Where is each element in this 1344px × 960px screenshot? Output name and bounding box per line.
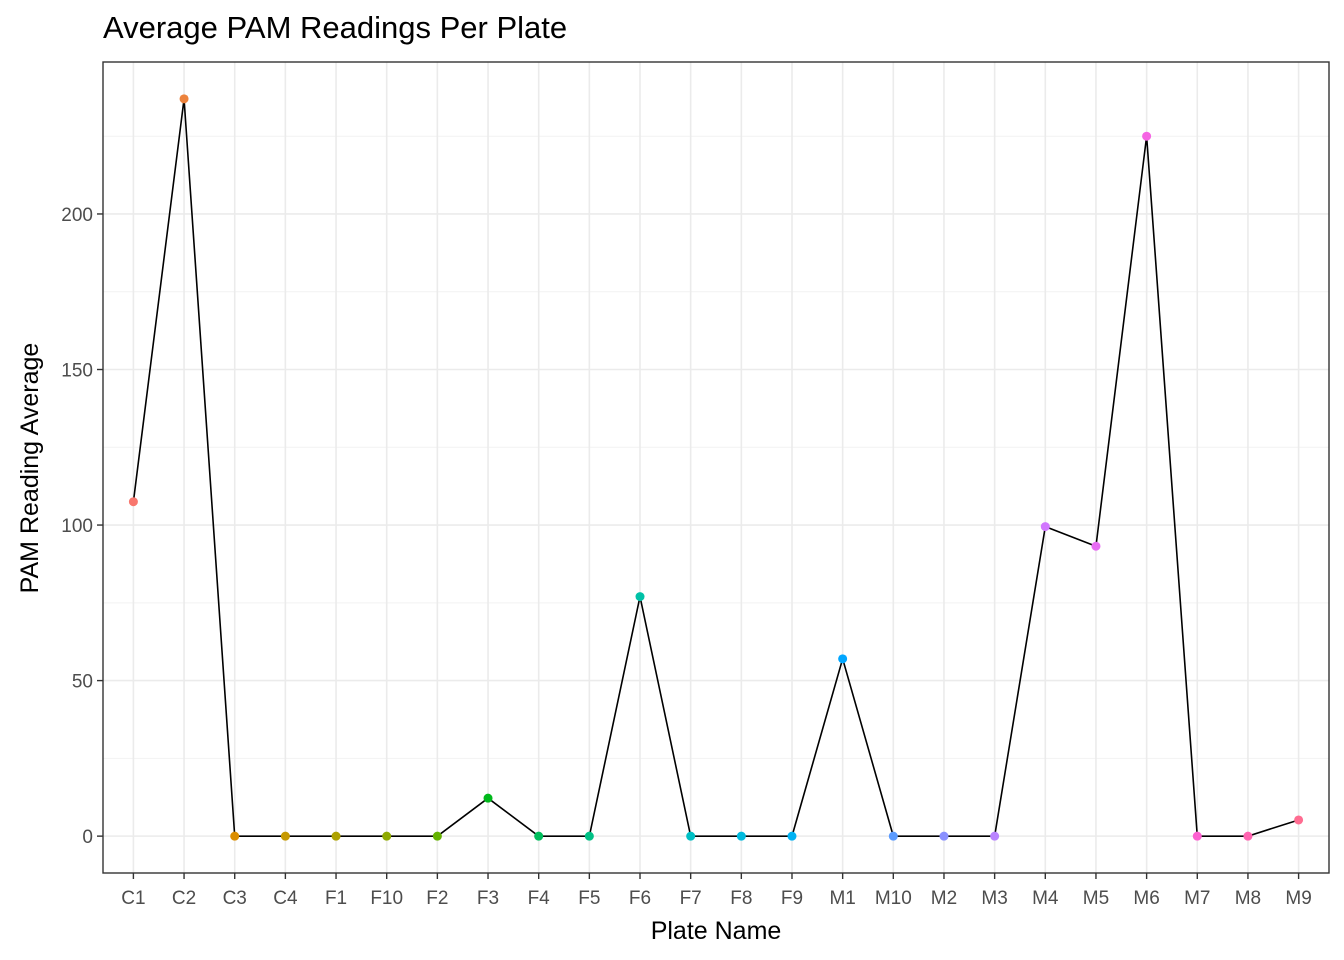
data-point <box>1243 831 1253 841</box>
x-tick-label: M6 <box>1133 888 1159 909</box>
x-tick-label: F1 <box>325 888 347 909</box>
x-tick-label: M4 <box>1032 888 1059 909</box>
data-point <box>888 831 898 841</box>
major-gridlines <box>103 62 1329 873</box>
x-tick-label: M10 <box>875 888 912 909</box>
x-tick-label: C4 <box>273 888 298 909</box>
x-tick-label: C1 <box>121 888 145 909</box>
x-tick-label: M9 <box>1285 888 1311 909</box>
y-tick-label: 200 <box>61 205 93 226</box>
y-tick-label: 50 <box>72 672 93 693</box>
data-point <box>635 592 645 602</box>
data-point <box>179 94 189 104</box>
chart-title: Average PAM Readings Per Plate <box>103 10 568 45</box>
x-tick-label: C2 <box>172 888 196 909</box>
data-point <box>584 831 594 841</box>
data-point <box>736 831 746 841</box>
data-point <box>1142 131 1152 141</box>
data-point <box>483 793 493 803</box>
x-tick-label: M8 <box>1235 888 1261 909</box>
plot-panel-border <box>102 61 1330 874</box>
x-tick-label: F4 <box>528 888 551 909</box>
x-tick-label: M1 <box>829 888 855 909</box>
y-tick-label: 0 <box>82 827 93 848</box>
x-tick-label: F5 <box>578 888 600 909</box>
data-point <box>534 831 544 841</box>
data-point <box>1192 831 1202 841</box>
series-line <box>132 98 1299 837</box>
x-tick-label: F3 <box>477 888 499 909</box>
data-point <box>1091 541 1101 551</box>
data-point <box>686 831 696 841</box>
x-tick-label: F10 <box>370 888 403 909</box>
x-tick-label: F9 <box>781 888 803 909</box>
data-point <box>787 831 797 841</box>
y-axis: 0 50 100 150 200 <box>61 205 103 848</box>
minor-gridlines <box>103 135 1329 759</box>
data-point <box>280 831 290 841</box>
data-point <box>331 831 341 841</box>
data-point <box>990 831 1000 841</box>
x-tick-label: M7 <box>1184 888 1210 909</box>
x-tick-label: C3 <box>223 888 247 909</box>
x-tick-label: F6 <box>629 888 651 909</box>
data-point <box>432 831 442 841</box>
data-points <box>128 94 1304 841</box>
data-point <box>128 497 138 507</box>
x-tick-label: M5 <box>1083 888 1109 909</box>
plot-panel-background <box>103 62 1329 873</box>
x-axis: C1 C2 C3 C4 F1 F10 F2 F3 F4 F5 F6 F7 F8 F9 M1 M10 M2 M3 M4… <box>121 873 1312 909</box>
x-axis-title: Plate Name <box>651 917 782 945</box>
data-point <box>1294 815 1304 825</box>
x-tick-label: M2 <box>931 888 957 909</box>
data-point <box>1040 522 1050 532</box>
data-point <box>939 831 949 841</box>
y-tick-label: 150 <box>61 361 93 382</box>
y-axis-title: PAM Reading Average <box>16 343 44 594</box>
x-tick-label: F7 <box>680 888 702 909</box>
y-tick-label: 100 <box>61 516 93 537</box>
data-point <box>382 831 392 841</box>
x-tick-label: M3 <box>981 888 1007 909</box>
x-tick-label: F2 <box>426 888 448 909</box>
x-tick-label: F8 <box>730 888 752 909</box>
data-point <box>230 831 240 841</box>
data-point <box>838 654 848 664</box>
